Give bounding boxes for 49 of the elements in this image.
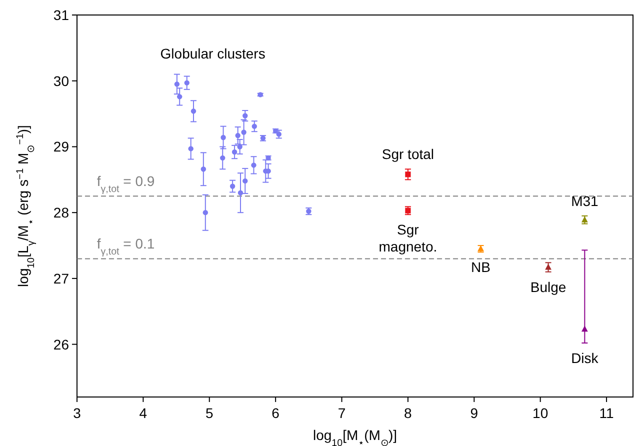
point <box>230 184 236 189</box>
point <box>405 172 411 178</box>
series-label: Sgr total <box>382 146 434 162</box>
y-tick-label: 26 <box>53 336 70 352</box>
point <box>405 208 411 214</box>
x-tick-label: 11 <box>599 405 614 421</box>
point <box>176 94 182 100</box>
series-label: NB <box>471 259 490 276</box>
point <box>174 82 180 87</box>
y-tick-label: 28 <box>53 204 70 221</box>
point <box>241 130 246 135</box>
point <box>251 162 256 168</box>
x-tick-label: 7 <box>338 405 346 421</box>
annotation: f$_{γ,tot}$ = 0.9 <box>96 173 155 195</box>
point <box>220 155 226 161</box>
point <box>188 146 194 152</box>
x-tick-label: 10 <box>532 405 548 421</box>
series-label: Disk <box>571 350 600 366</box>
y-tick-label: 29 <box>53 138 70 155</box>
point <box>232 149 238 155</box>
x-tick-label: 3 <box>73 405 82 421</box>
point <box>235 132 240 138</box>
annotation: f$_{γ,tot}$ = 0.1 <box>96 236 155 258</box>
point <box>252 124 257 129</box>
point <box>545 264 552 270</box>
point <box>220 134 226 140</box>
y-tick-label: 27 <box>53 270 70 286</box>
point <box>202 210 208 216</box>
series-label: M31 <box>571 192 599 209</box>
x-tick-label: 8 <box>404 405 412 421</box>
x-tick-label: 4 <box>139 405 148 421</box>
point <box>242 113 248 118</box>
x-tick-label: 9 <box>470 405 478 421</box>
x-tick-label: 5 <box>205 405 214 421</box>
y-tick-label: 31 <box>53 7 70 23</box>
point <box>581 326 588 332</box>
point <box>184 80 190 86</box>
point <box>242 178 248 184</box>
point <box>581 216 588 222</box>
x-tick-label: 6 <box>272 405 280 421</box>
series-label: Bulge <box>530 278 566 295</box>
y-tick-label: 30 <box>53 72 70 89</box>
point <box>200 166 206 172</box>
point <box>238 190 244 196</box>
series-label: Sgr magneto. <box>378 222 438 255</box>
point <box>237 144 242 150</box>
point <box>190 108 196 114</box>
series-label: Globular clusters <box>160 45 266 62</box>
x-axis-title: log$_{10}$[M$_{⋆}$(M$_{⊙}$)] <box>312 427 398 446</box>
